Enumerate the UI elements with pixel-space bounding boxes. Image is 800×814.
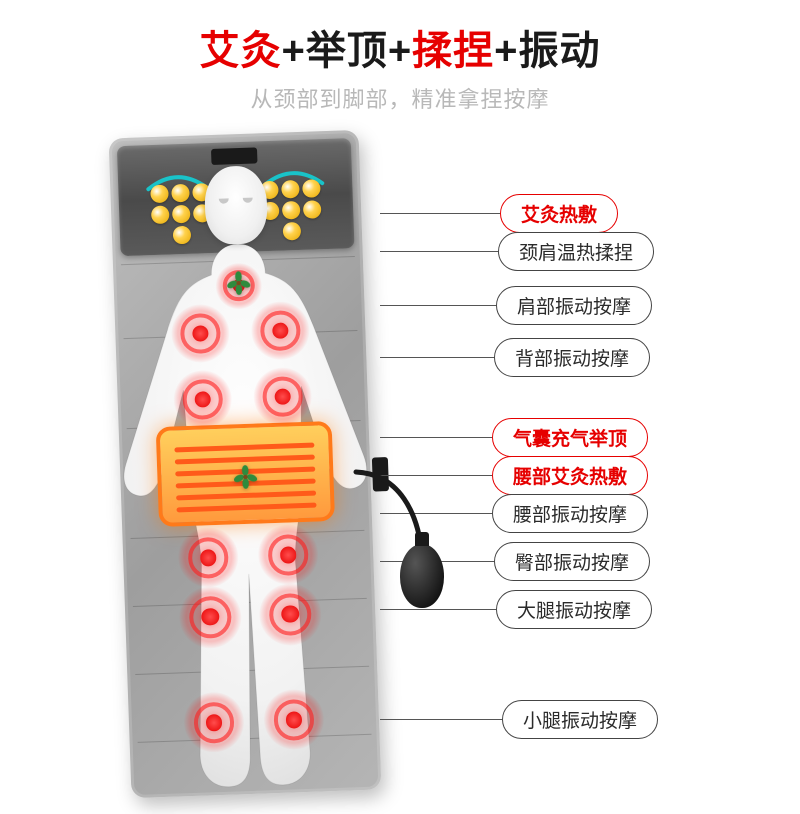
mat-seam [124, 330, 358, 339]
leader-line [380, 609, 496, 610]
title-segment: + [388, 29, 412, 73]
feature-label: 小腿振动按摩 [502, 700, 658, 739]
feature-label: 背部振动按摩 [494, 338, 650, 377]
leader-line [380, 305, 496, 306]
feature-label: 臀部振动按摩 [494, 542, 650, 581]
feature-label: 腰部艾灸热敷 [492, 456, 648, 495]
coil-line [176, 503, 316, 513]
title-segment: + [494, 29, 518, 73]
mat-seam [133, 598, 367, 607]
feature-callout: 艾灸热敷 [380, 194, 618, 233]
infographic-body: 艾灸热敷颈肩温热揉捏肩部振动按摩背部振动按摩气囊充气举顶腰部艾灸热敷腰部振动按摩… [0, 114, 800, 814]
vibration-point [263, 689, 325, 751]
header: 艾灸+举顶+揉捏+振动 从颈部到脚部，精准拿捏按摩 [0, 0, 800, 114]
mat-seam [135, 666, 369, 675]
massage-node [281, 180, 300, 199]
vibration-point [173, 369, 233, 429]
massage-node [283, 222, 302, 241]
leader-line [380, 437, 492, 438]
title-segment: + [281, 29, 305, 73]
feature-callout: 肩部振动按摩 [380, 286, 652, 325]
feature-callout: 腰部艾灸热敷 [380, 456, 648, 495]
feature-callout: 小腿振动按摩 [380, 700, 658, 739]
main-title: 艾灸+举顶+揉捏+振动 [0, 18, 800, 76]
moxibustion-herb-icon [225, 269, 252, 296]
air-pump-bulb [400, 544, 444, 608]
title-segment: 举顶 [306, 29, 388, 73]
callout-list: 艾灸热敷颈肩温热揉捏肩部振动按摩背部振动按摩气囊充气举顶腰部艾灸热敷腰部振动按摩… [380, 134, 780, 794]
massage-node [151, 205, 170, 224]
leader-line [380, 251, 498, 252]
feature-label: 肩部振动按摩 [496, 286, 652, 325]
title-segment: 揉捏 [412, 29, 494, 73]
vibration-point [178, 585, 242, 649]
massage-node [150, 185, 169, 204]
feature-label: 颈肩温热揉捏 [498, 232, 654, 271]
subtitle: 从颈部到脚部，精准拿捏按摩 [0, 82, 800, 114]
massage-node [172, 205, 191, 224]
vibration-point [253, 367, 313, 427]
coil-line [176, 491, 316, 501]
feature-label: 腰部振动按摩 [492, 494, 648, 533]
massage-node [303, 200, 322, 219]
massage-node [173, 226, 192, 245]
vibration-point [258, 582, 322, 646]
vibration-point [250, 301, 310, 361]
massage-mat [109, 130, 382, 798]
moxibustion-herb-icon [232, 464, 259, 491]
mat-surface [109, 130, 382, 798]
brand-tag [211, 147, 258, 165]
mat-seam [121, 256, 355, 265]
coil-line [175, 455, 315, 465]
massage-node [282, 201, 301, 220]
feature-callout: 腰部振动按摩 [380, 494, 648, 533]
massage-node [171, 184, 190, 203]
title-segment: 振动 [519, 29, 601, 73]
leader-line [380, 357, 494, 358]
title-segment: 艾灸 [199, 29, 281, 73]
coil-line [174, 443, 314, 453]
feature-callout: 气囊充气举顶 [380, 418, 648, 457]
leader-line [380, 513, 492, 514]
feature-callout: 背部振动按摩 [380, 338, 650, 377]
vibration-point [170, 303, 230, 363]
leader-line [380, 475, 492, 476]
feature-callout: 颈肩温热揉捏 [380, 232, 654, 271]
leader-line [380, 213, 500, 214]
mat-seam [138, 734, 372, 743]
feature-label: 气囊充气举顶 [492, 418, 648, 457]
mat-seam [131, 530, 365, 539]
feature-label: 艾灸热敷 [500, 194, 618, 233]
vibration-point [183, 692, 245, 754]
massage-node [302, 179, 321, 198]
feature-label: 大腿振动按摩 [496, 590, 652, 629]
leader-line [380, 719, 502, 720]
head-illustration [204, 165, 269, 245]
